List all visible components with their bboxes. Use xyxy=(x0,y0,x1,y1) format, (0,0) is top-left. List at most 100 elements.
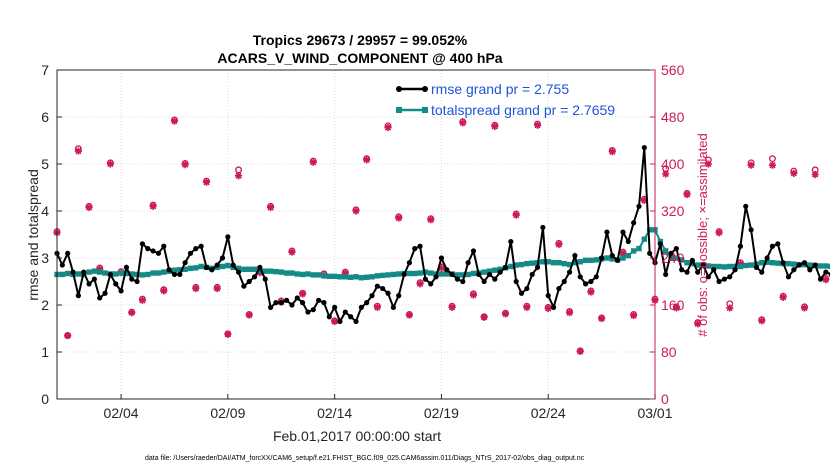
rmse-point xyxy=(540,224,546,231)
spread-point xyxy=(321,273,327,279)
obs-assimilated-marker xyxy=(288,248,296,256)
obs-assimilated-marker xyxy=(352,207,360,215)
y-tick-label-right: 160 xyxy=(661,297,685,313)
obs-assimilated-marker xyxy=(683,190,691,199)
rmse-point xyxy=(550,304,557,310)
rmse-point xyxy=(625,238,631,245)
spread-point xyxy=(545,259,551,265)
spread-point xyxy=(363,274,370,280)
x-tick-label: 02/19 xyxy=(424,405,459,421)
spread-point xyxy=(139,272,146,278)
spread-point xyxy=(689,260,696,267)
spread-point xyxy=(817,263,824,269)
spread-point xyxy=(251,266,258,272)
y-tick-label-right: 400 xyxy=(661,156,685,172)
rmse-point xyxy=(113,281,119,287)
rmse-point xyxy=(470,248,477,254)
rmse-point xyxy=(465,260,471,266)
rmse-point xyxy=(566,269,573,275)
rmse-point xyxy=(139,241,146,247)
obs-assimilated-marker xyxy=(234,172,243,180)
spread-point xyxy=(161,269,167,275)
rmse-point xyxy=(449,271,455,278)
spread-point xyxy=(721,264,728,270)
spread-point xyxy=(444,271,450,277)
spread-point xyxy=(620,255,626,261)
rmse-point xyxy=(123,264,130,270)
spread-point xyxy=(241,266,247,272)
rmse-point xyxy=(737,243,744,249)
spread-point xyxy=(673,255,680,261)
obs-assimilated-marker xyxy=(160,287,168,295)
spread-point xyxy=(593,257,599,263)
spread-point xyxy=(668,255,674,261)
obs-assimilated-marker xyxy=(64,331,72,340)
spread-point xyxy=(428,270,434,276)
rmse-line xyxy=(56,147,830,324)
footer-data-file: data file: /Users/raeder/DAI/ATM_forcXX/… xyxy=(145,455,585,462)
obs-assimilated-marker xyxy=(331,317,339,326)
spread-point xyxy=(59,271,66,278)
rmse-point xyxy=(412,246,418,252)
rmse-point xyxy=(599,255,605,261)
spread-point xyxy=(577,259,583,265)
spread-point xyxy=(342,274,349,280)
rmse-point xyxy=(294,295,300,301)
obs-assimilated-marker xyxy=(85,203,93,212)
chart-title-line1: Tropics 29673 / 29957 = 99.052% xyxy=(253,32,468,48)
spread-point xyxy=(331,273,338,280)
obs-assimilated-marker xyxy=(640,196,648,205)
spread-point xyxy=(748,262,754,268)
obs-assimilated-marker xyxy=(758,317,766,325)
rmse-point xyxy=(214,262,220,268)
rmse-point xyxy=(230,262,236,268)
rmse-point xyxy=(721,276,728,282)
spread-point xyxy=(182,266,188,272)
spread-point xyxy=(529,260,535,266)
rmse-point xyxy=(647,250,653,256)
spread-point xyxy=(769,260,776,266)
rmse-point xyxy=(695,269,701,275)
obs-assimilated-marker xyxy=(170,117,179,125)
spread-point xyxy=(155,270,162,276)
rmse-point xyxy=(518,290,525,296)
spread-point xyxy=(711,263,717,270)
rmse-point xyxy=(75,293,81,299)
spread-point xyxy=(807,262,813,268)
y-tick-label-left: 1 xyxy=(41,344,49,360)
rmse-point xyxy=(476,271,482,278)
spread-point xyxy=(604,255,610,261)
spread-point xyxy=(113,271,119,277)
obs-assimilated-marker xyxy=(694,320,702,328)
obs-assimilated-marker xyxy=(245,311,253,319)
rmse-point xyxy=(97,295,103,301)
rmse-point xyxy=(711,267,717,273)
spread-point xyxy=(636,245,642,252)
spread-point xyxy=(791,261,797,267)
rmse-point xyxy=(609,253,615,259)
rmse-point xyxy=(438,255,445,261)
spread-point xyxy=(358,275,365,281)
spread-point xyxy=(759,260,765,266)
spread-point xyxy=(540,259,546,265)
rmse-point xyxy=(743,203,749,209)
rmse-point xyxy=(684,269,690,275)
spread-point xyxy=(550,260,557,266)
rmse-point xyxy=(59,262,65,268)
spread-point xyxy=(582,257,589,264)
obs-assimilated-marker xyxy=(437,264,446,272)
rmse-point xyxy=(267,304,274,310)
rmse-point xyxy=(604,229,610,235)
obs-assimilated-marker xyxy=(384,123,392,132)
y-tick-label-left: 4 xyxy=(41,203,49,219)
spread-point xyxy=(775,260,781,266)
legend-marker-rmse-right xyxy=(422,86,428,92)
spread-point xyxy=(267,268,274,274)
rmse-point xyxy=(428,281,434,287)
rmse-point xyxy=(406,260,412,266)
rmse-point xyxy=(433,274,439,280)
obs-assimilated-marker xyxy=(202,178,211,186)
rmse-point xyxy=(556,285,562,292)
rmse-point xyxy=(300,300,306,306)
rmse-point xyxy=(81,269,87,275)
